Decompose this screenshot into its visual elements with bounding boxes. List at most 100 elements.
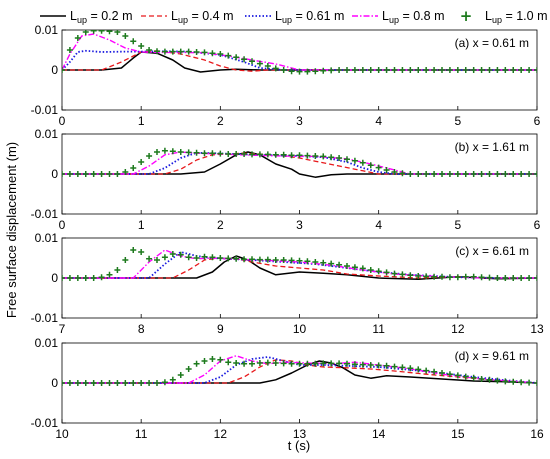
data-point (138, 249, 145, 255)
data-point (328, 67, 335, 74)
data-point (90, 275, 97, 281)
data-point (502, 378, 509, 385)
data-point (351, 264, 358, 271)
x-tick-label: 0 (59, 218, 66, 232)
data-point (114, 267, 121, 273)
data-point (106, 380, 113, 386)
data-point (288, 152, 295, 159)
data-point (114, 30, 121, 35)
data-point (526, 379, 533, 386)
data-point (383, 362, 390, 369)
data-point (66, 380, 73, 386)
data-point (470, 67, 477, 73)
data-point (193, 360, 200, 367)
data-point (66, 47, 73, 53)
data-point (225, 151, 232, 157)
data-point (454, 67, 461, 73)
data-point (486, 67, 493, 73)
data-point (304, 152, 311, 159)
x-tick-label: 6 (534, 114, 541, 128)
data-point (130, 247, 137, 253)
data-point (415, 67, 422, 73)
data-point (256, 151, 263, 158)
data-point (344, 67, 350, 73)
data-point (367, 267, 374, 273)
panel-label: (a) x = 0.61 m (455, 36, 529, 50)
data-point (494, 171, 501, 177)
data-point (161, 254, 168, 261)
series-markers (62, 30, 537, 75)
data-point (328, 360, 335, 367)
data-point (264, 256, 271, 263)
data-point (233, 54, 240, 61)
data-point (383, 269, 390, 276)
data-point (328, 154, 335, 161)
y-tick-label: 0 (51, 376, 58, 390)
data-point (249, 58, 255, 65)
data-point (90, 171, 97, 177)
data-point (138, 159, 145, 165)
data-point (74, 35, 81, 41)
data-point (312, 68, 319, 75)
data-point (304, 258, 311, 265)
data-point (185, 254, 192, 261)
data-point (193, 255, 200, 261)
data-point (470, 374, 477, 381)
x-tick-label: 12 (451, 322, 465, 336)
data-point (249, 256, 255, 263)
data-point (446, 274, 453, 281)
data-point (510, 275, 517, 281)
data-point (106, 271, 113, 278)
data-point (98, 380, 105, 386)
data-point (351, 361, 358, 368)
data-point (209, 254, 216, 261)
data-point (502, 67, 509, 73)
data-point (241, 360, 248, 367)
data-point (304, 360, 311, 367)
data-point (391, 67, 398, 73)
data-point (193, 149, 200, 156)
data-point (486, 171, 493, 177)
data-point (233, 151, 240, 157)
series-markers (62, 147, 537, 177)
data-point (518, 67, 525, 73)
x-tick-label: 11 (372, 322, 385, 336)
data-point (534, 275, 537, 281)
data-point (62, 171, 65, 177)
x-tick-label: 5 (454, 218, 461, 232)
data-point (367, 67, 374, 73)
data-point (146, 380, 153, 386)
data-point (375, 362, 382, 369)
data-point (312, 153, 319, 159)
data-point (320, 153, 327, 160)
data-point (423, 67, 430, 73)
data-point (241, 56, 248, 63)
data-point (359, 361, 366, 368)
data-point (82, 30, 89, 35)
y-tick-label: 0 (51, 271, 58, 285)
x-tick-label: 10 (293, 322, 307, 336)
data-point (431, 368, 438, 375)
data-point (462, 273, 469, 280)
data-point (272, 151, 279, 158)
x-tick-label: 10 (55, 427, 69, 441)
data-point (478, 376, 485, 382)
series-line (62, 151, 537, 178)
data-point (336, 360, 343, 367)
data-point (367, 362, 374, 368)
x-tick-label: 16 (530, 427, 544, 441)
data-point (534, 67, 537, 73)
data-point (494, 67, 501, 73)
x-tick-label: 8 (138, 322, 145, 336)
data-point (138, 43, 145, 49)
x-tick-label: 12 (214, 427, 228, 441)
data-point (296, 68, 303, 75)
data-point (169, 48, 176, 55)
data-point (272, 65, 279, 72)
data-point (74, 380, 81, 386)
data-point (526, 171, 533, 177)
y-tick-label: 0 (51, 63, 58, 77)
data-point (439, 273, 445, 280)
data-point (177, 48, 184, 55)
